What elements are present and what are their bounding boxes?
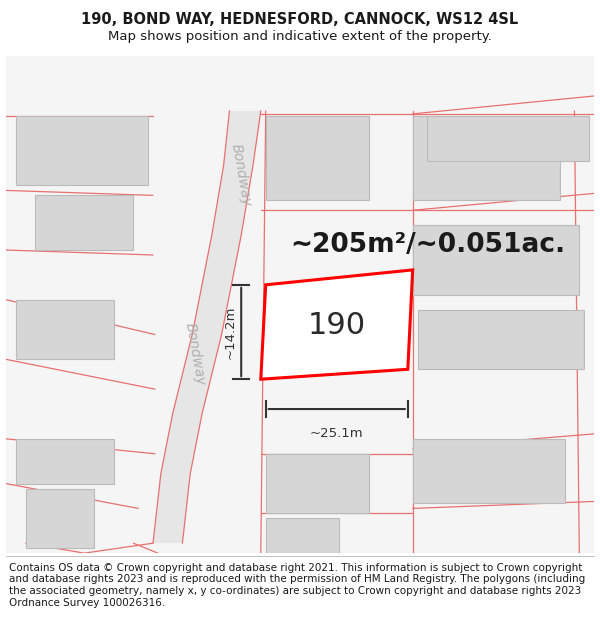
Polygon shape — [413, 225, 580, 295]
Polygon shape — [16, 116, 148, 186]
Text: Map shows position and indicative extent of the property.: Map shows position and indicative extent… — [108, 30, 492, 43]
Polygon shape — [427, 116, 589, 161]
Polygon shape — [413, 439, 565, 504]
Polygon shape — [418, 309, 584, 369]
Polygon shape — [266, 518, 339, 553]
Polygon shape — [266, 116, 368, 201]
Polygon shape — [413, 116, 560, 201]
Text: Contains OS data © Crown copyright and database right 2021. This information is : Contains OS data © Crown copyright and d… — [9, 563, 585, 608]
Polygon shape — [16, 439, 114, 484]
Polygon shape — [153, 111, 261, 543]
Text: Bondway: Bondway — [229, 143, 254, 208]
Text: ~25.1m: ~25.1m — [310, 427, 364, 440]
Polygon shape — [266, 454, 368, 513]
Text: 190, BOND WAY, HEDNESFORD, CANNOCK, WS12 4SL: 190, BOND WAY, HEDNESFORD, CANNOCK, WS12… — [82, 12, 518, 27]
Polygon shape — [261, 270, 413, 379]
Text: ~205m²/~0.051ac.: ~205m²/~0.051ac. — [290, 232, 565, 258]
Polygon shape — [16, 300, 114, 359]
Text: Bondway: Bondway — [183, 322, 208, 387]
Polygon shape — [26, 489, 94, 548]
Text: ~14.2m: ~14.2m — [223, 305, 236, 359]
Text: 190: 190 — [308, 311, 366, 340]
Polygon shape — [35, 196, 133, 250]
